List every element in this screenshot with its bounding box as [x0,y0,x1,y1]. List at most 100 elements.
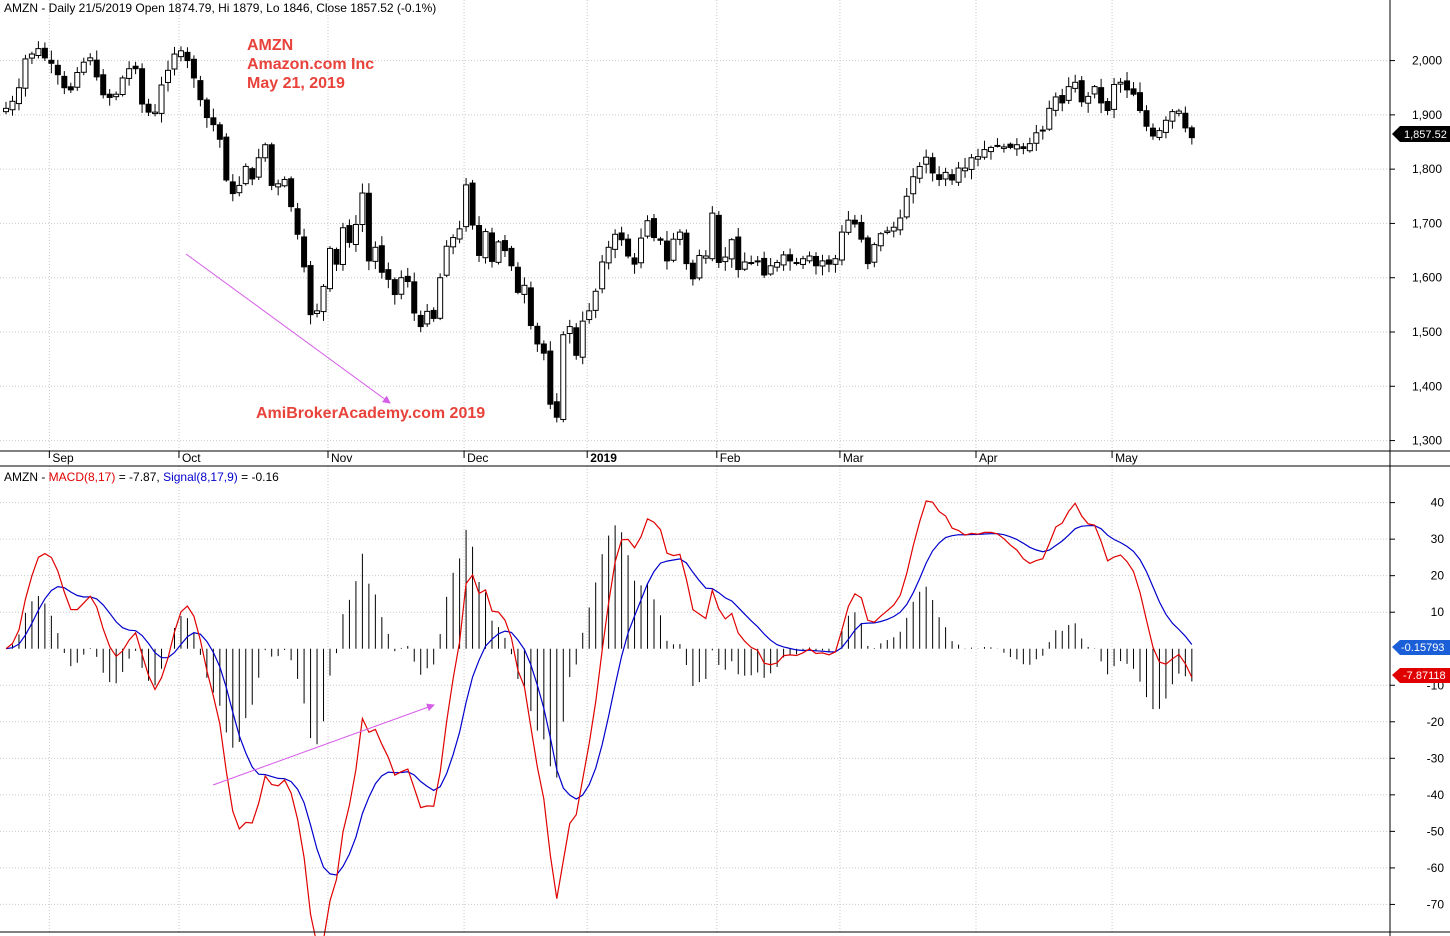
candle-body [365,192,372,262]
macd-tick-label: 20 [1431,569,1445,583]
date-tick-label: Feb [720,451,741,465]
candle-body [184,51,191,62]
candle-body [1117,81,1124,85]
macd-info-line: AMZN - MACD(8,17) = -7.87, Signal(8,17,9… [4,470,279,484]
candle-body [871,244,878,263]
macd-histogram [11,525,1193,778]
candle-body [709,212,716,260]
candle-body [638,237,645,264]
candle-body [1143,110,1150,127]
candle-body [819,260,826,267]
candle-body [165,69,171,83]
candle-body [1000,146,1007,149]
candle-body [1091,86,1098,95]
candle-body [670,238,677,261]
candle-body [1175,110,1182,114]
candle-body [359,192,366,226]
candle-body [955,167,962,183]
candle-body [22,58,29,89]
candle-body [275,183,282,188]
candle-body [884,230,891,234]
candle-body [663,240,670,262]
candle-body [754,260,761,263]
date-tick-label: Sep [52,451,74,465]
candle-body [1156,130,1163,138]
price-grid [0,0,1390,451]
candle-body [722,256,729,263]
candle-body [741,261,748,270]
candle-body [929,157,936,174]
price-tick-label: 2,000 [1412,54,1442,68]
candle-body [3,107,9,113]
candle-body [294,208,301,235]
signal-line [5,524,1193,876]
candle-body [890,226,897,232]
candle-body [301,236,308,268]
candle-body [450,237,457,248]
candle-body [216,124,223,140]
candle-body [1039,129,1046,132]
date-tick-label: Dec [467,451,488,465]
candle-body [612,233,619,250]
macd-value-tag-text: -7.87118 [1403,670,1446,682]
price-tick-label: 1,300 [1412,434,1442,448]
price-candles [3,41,1195,423]
candle-body [489,232,495,262]
candle-body [832,258,839,265]
candle-body [378,245,385,273]
candle-body [411,281,418,314]
candle-body [1098,87,1105,104]
candle-body [463,184,470,228]
candle-body [100,74,107,96]
macd-tick-label: 10 [1431,605,1445,619]
candle-body [625,238,632,257]
candle-body [618,232,625,241]
price-tick-label: 1,600 [1412,271,1442,285]
annotation-watermark: AmiBrokerAcademy.com 2019 [256,405,485,422]
candle-body [987,146,994,153]
candle-body [28,53,35,59]
candle-body [404,275,411,283]
candle-body [281,178,288,187]
candle-body [774,262,781,268]
candle-body [592,290,599,311]
candle-body [586,310,593,321]
candle-body [877,233,884,247]
candle-body [35,48,42,56]
candle-body [994,144,1001,147]
candle-body [346,225,353,243]
candle-body [942,171,949,180]
candle-body [372,246,379,262]
candle-body [93,59,100,78]
candle-body [501,240,508,252]
macd-trend-arrow [212,703,435,786]
macd-tick-label: -60 [1427,861,1445,875]
candle-body [1085,95,1092,104]
candle-body [851,219,858,225]
candle-body [1111,83,1118,110]
candle-body [715,214,722,264]
candle-body [15,87,22,105]
candle-body [268,144,275,186]
candle-body [761,257,768,276]
candle-body [145,103,152,113]
candle-body [1020,146,1027,150]
candle-body [456,228,463,240]
date-tick-label: May [1115,451,1138,465]
price-panel [0,0,1390,451]
candle-body [1059,95,1066,104]
macd-grid [0,466,1390,932]
candle-body [813,255,819,267]
candle-body [1169,111,1176,122]
candle-body [74,72,81,88]
candle-body [605,246,612,264]
candle-body [152,111,159,115]
candle-body [223,136,230,181]
candle-body [923,156,930,165]
candle-body [1072,81,1079,89]
macd-tick-label: 30 [1431,532,1445,546]
candle-body [48,59,55,64]
candle-body [864,237,871,265]
candle-body [676,231,683,240]
candle-body [1188,127,1195,139]
